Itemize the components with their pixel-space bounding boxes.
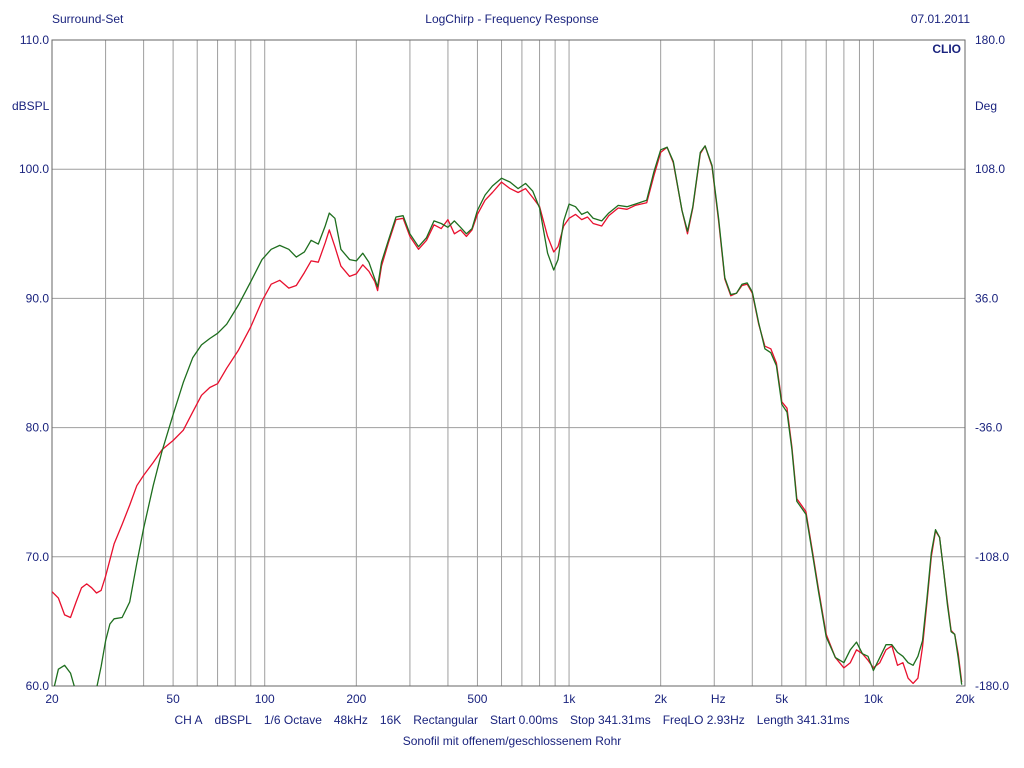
- y-tick-label: 70.0: [26, 550, 50, 564]
- measurement-settings: CH A dBSPL 1/6 Octave 48kHz 16K Rectangular St…: [0, 713, 1024, 727]
- plot-frame: [51, 39, 966, 687]
- x-tick-label: 20: [45, 692, 59, 706]
- clio-brand-label: CLIO: [932, 42, 961, 56]
- x-tick-label: 500: [467, 692, 487, 706]
- setting-item: Start 0.00ms: [489, 713, 558, 727]
- setting-item: CH A: [174, 713, 203, 727]
- y2-tick-label: -108.0: [975, 550, 1009, 564]
- x-tick-label: 5k: [775, 692, 789, 706]
- y-tick-label: 100.0: [19, 162, 49, 176]
- setting-item: FreqLO 2.93Hz: [662, 713, 745, 727]
- series-line-2: [53, 145, 963, 686]
- y2-tick-label: 36.0: [975, 291, 999, 305]
- y-tick-label: 90.0: [26, 291, 50, 305]
- x-tick-label: 10k: [864, 692, 884, 706]
- y-tick-label: 110.0: [20, 33, 49, 47]
- y2-tick-label: -36.0: [975, 421, 1003, 435]
- header-left-title: Surround-Set: [52, 12, 124, 26]
- y-axis-label: dBSPL: [12, 99, 50, 113]
- header-date: 07.01.2011: [910, 12, 970, 26]
- y-tick-label: 60.0: [26, 679, 50, 693]
- y2-tick-label: 180.0: [975, 33, 1005, 47]
- setting-item: 1/6 Octave: [263, 713, 322, 727]
- setting-item: Length 341.31ms: [756, 713, 850, 727]
- chart-title: LogChirp - Frequency Response: [425, 12, 599, 26]
- chart-subtitle: Sonofil mit offenem/geschlossenem Rohr: [402, 734, 622, 748]
- y2-tick-label: -180.0: [975, 679, 1009, 693]
- setting-item: 48kHz: [333, 713, 368, 727]
- series-line-1: [52, 145, 963, 685]
- x-tick-label: 2k: [654, 692, 668, 706]
- x-axis-unit-label: Hz: [711, 692, 726, 706]
- setting-item: dBSPL: [214, 713, 252, 727]
- setting-item: Stop 341.31ms: [570, 713, 651, 727]
- x-tick-label: 1k: [563, 692, 577, 706]
- x-tick-label: 20k: [955, 692, 975, 706]
- x-tick-label: 200: [346, 692, 366, 706]
- x-tick-label: 100: [255, 692, 275, 706]
- x-tick-label: 50: [166, 692, 180, 706]
- y2-axis-label: Deg: [975, 99, 997, 113]
- y2-tick-label: 108.0: [975, 162, 1005, 176]
- setting-item: Rectangular: [413, 713, 478, 727]
- setting-item: 16K: [379, 713, 402, 727]
- y-tick-label: 80.0: [26, 421, 50, 435]
